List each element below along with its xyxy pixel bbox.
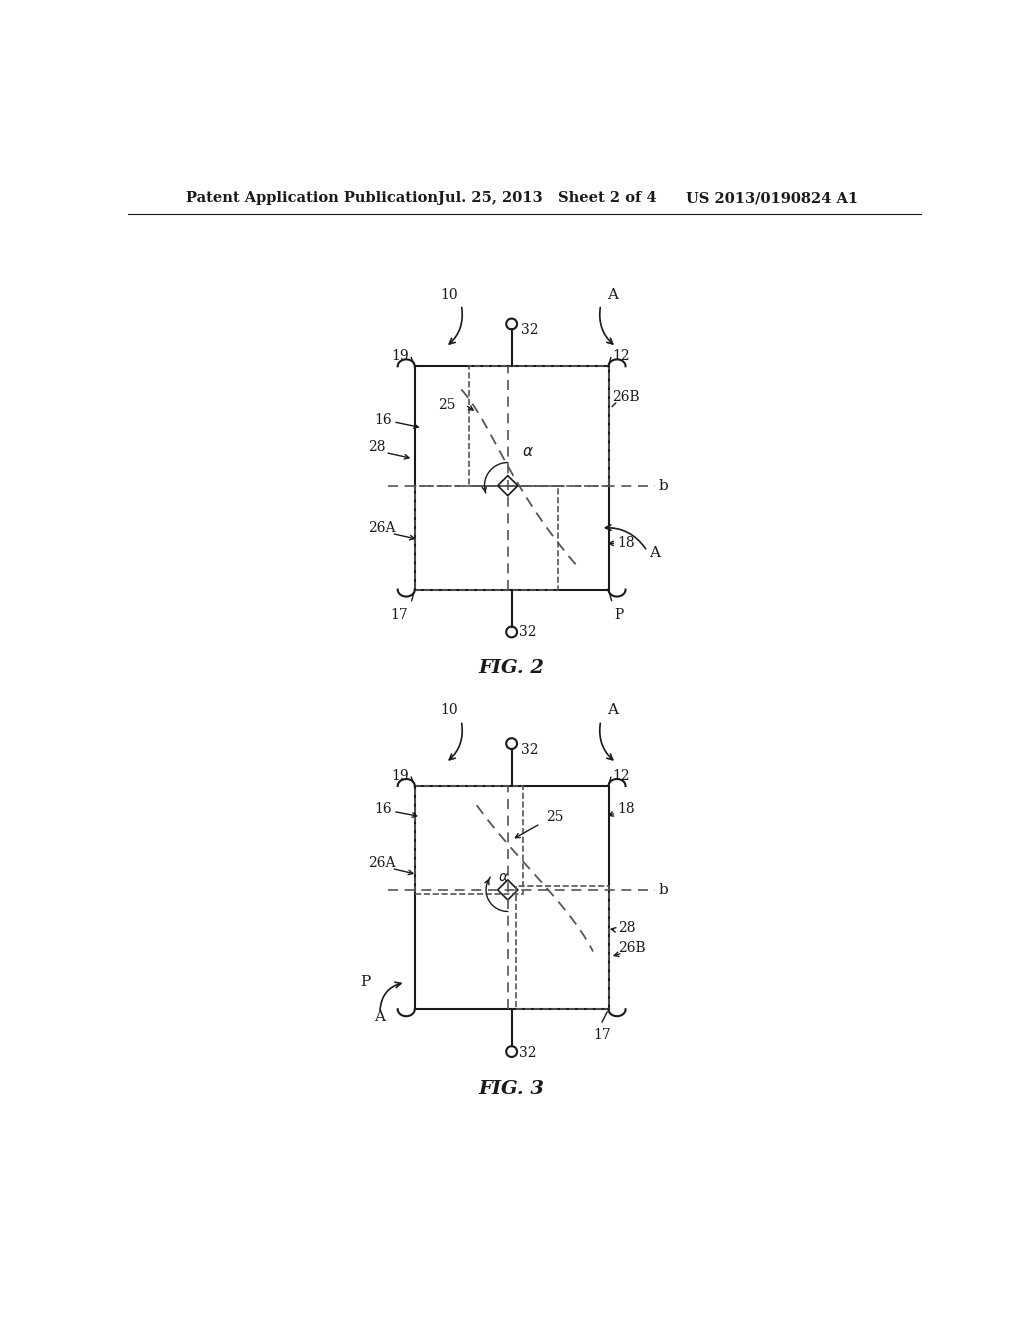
Text: 16: 16 (375, 803, 392, 816)
Bar (415, 486, 558, 590)
Text: 32: 32 (519, 1045, 537, 1060)
Text: 17: 17 (391, 609, 409, 622)
Bar (469, 367, 608, 486)
Text: b: b (658, 883, 669, 896)
Text: 28: 28 (617, 921, 635, 936)
Text: 28: 28 (369, 440, 386, 454)
Text: 19: 19 (391, 768, 409, 783)
Text: US 2013/0190824 A1: US 2013/0190824 A1 (686, 191, 858, 206)
Text: 26A: 26A (369, 521, 395, 535)
Text: 26B: 26B (612, 389, 640, 404)
Text: 32: 32 (521, 743, 539, 756)
Text: $\alpha$: $\alpha$ (499, 870, 509, 883)
Text: 26B: 26B (617, 940, 645, 954)
Text: 16: 16 (375, 413, 392, 428)
Text: FIG. 2: FIG. 2 (478, 659, 545, 677)
Text: 25: 25 (547, 809, 564, 824)
Text: FIG. 3: FIG. 3 (478, 1080, 545, 1098)
Bar (515, 886, 608, 1010)
Text: A: A (649, 546, 659, 560)
Text: A: A (607, 288, 617, 301)
Text: Patent Application Publication: Patent Application Publication (186, 191, 438, 206)
Text: 17: 17 (593, 1027, 610, 1041)
Text: 32: 32 (519, 624, 537, 639)
Text: A: A (375, 1010, 385, 1024)
Text: 19: 19 (391, 350, 409, 363)
Bar (415, 785, 523, 894)
Text: 10: 10 (440, 704, 459, 717)
Text: $\alpha$: $\alpha$ (521, 445, 534, 459)
Text: 26A: 26A (369, 855, 395, 870)
Text: 18: 18 (617, 803, 636, 816)
Text: 32: 32 (521, 323, 539, 337)
Text: A: A (607, 704, 617, 717)
Text: Jul. 25, 2013   Sheet 2 of 4: Jul. 25, 2013 Sheet 2 of 4 (438, 191, 656, 206)
Text: 18: 18 (617, 536, 636, 550)
Text: 10: 10 (440, 288, 459, 301)
Text: 12: 12 (612, 350, 630, 363)
Text: 12: 12 (612, 768, 630, 783)
Text: 25: 25 (438, 397, 456, 412)
Text: P: P (614, 609, 624, 622)
Text: P: P (360, 975, 371, 989)
Text: b: b (658, 479, 669, 492)
